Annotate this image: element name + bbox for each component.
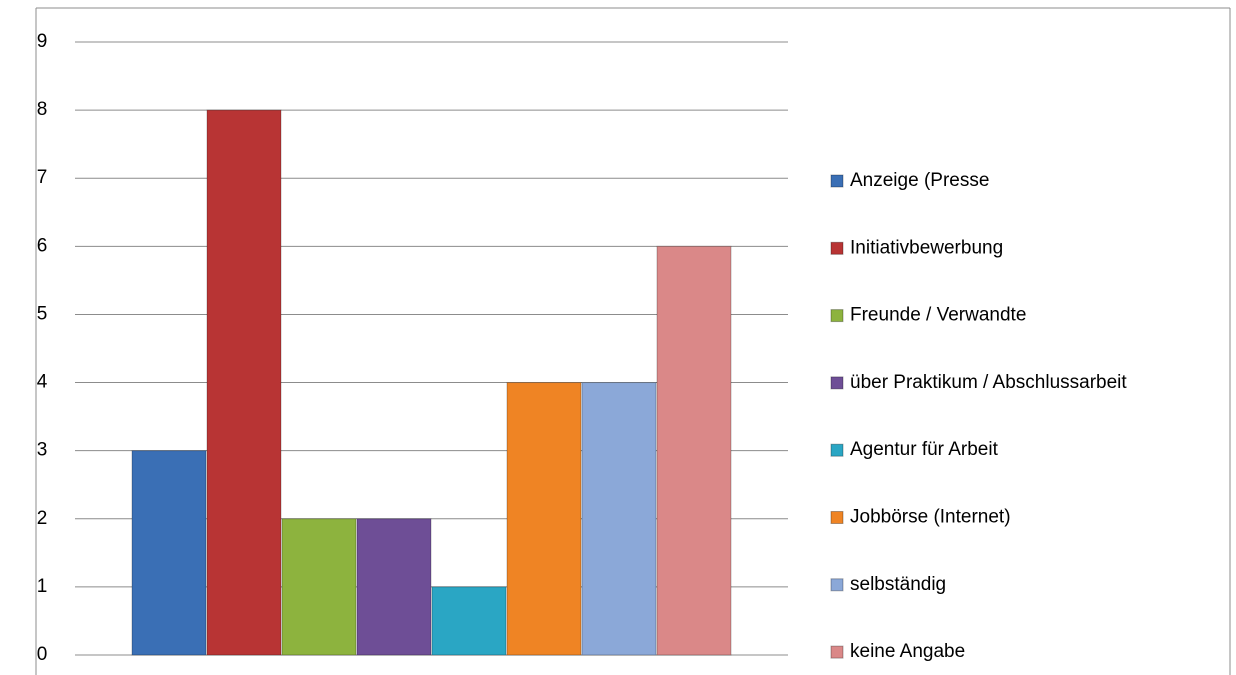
- legend-swatch: [830, 376, 844, 390]
- legend-label: Anzeige (Presse: [850, 170, 989, 191]
- bar: [131, 450, 207, 656]
- y-tick-label: 3: [37, 440, 48, 461]
- y-tick-label: 8: [37, 99, 48, 120]
- y-tick-label: 9: [37, 31, 48, 52]
- legend-label: Freunde / Verwandte: [850, 305, 1026, 326]
- legend-label: Jobbörse (Internet): [850, 507, 1011, 528]
- legend-label: über Praktikum / Abschlussarbeit: [850, 372, 1127, 393]
- y-tick-label: 5: [37, 303, 48, 324]
- legend-swatch: [830, 511, 844, 524]
- bar: [281, 518, 357, 656]
- y-tick-label: 1: [37, 576, 48, 597]
- legend-swatch: [830, 443, 844, 457]
- y-tick-label: 4: [37, 372, 48, 393]
- bar: [656, 245, 732, 656]
- bar: [506, 382, 582, 656]
- legend-label: Initiativbewerbung: [850, 237, 1003, 258]
- legend-swatch: [830, 309, 844, 323]
- y-tick-label: 7: [37, 167, 48, 188]
- legend-label: Agentur für Arbeit: [850, 439, 999, 460]
- bar: [356, 518, 432, 656]
- y-tick-label: 6: [37, 235, 48, 256]
- bar: [431, 586, 507, 656]
- y-tick-label: 2: [37, 508, 48, 529]
- bar: [581, 382, 657, 656]
- legend-swatch: [830, 174, 844, 188]
- legend-label: selbständig: [850, 574, 946, 595]
- legend-swatch: [830, 241, 844, 255]
- legend-swatch: [830, 645, 844, 659]
- bar: [206, 109, 282, 656]
- y-tick-label: 0: [37, 644, 48, 665]
- legend-label: keine Angabe: [850, 641, 965, 662]
- legend-swatch: [830, 578, 844, 592]
